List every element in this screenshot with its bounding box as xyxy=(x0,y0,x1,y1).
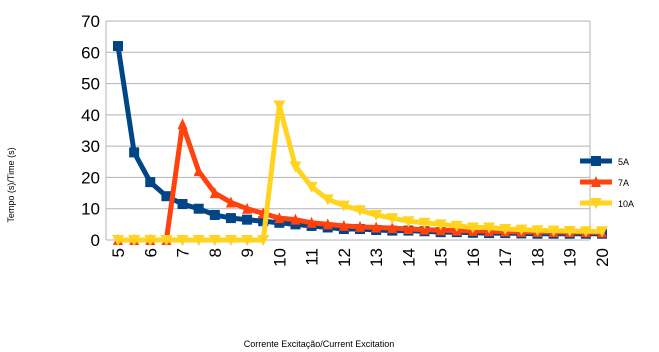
data-point-5A xyxy=(209,209,220,220)
legend-item-5A: 5A xyxy=(580,156,629,167)
legend-item-7A: 7A xyxy=(580,176,629,188)
data-point-10A xyxy=(273,100,286,112)
legend-swatch-marker xyxy=(590,198,602,209)
data-point-7A xyxy=(193,165,204,177)
data-point-10A xyxy=(515,224,528,236)
data-point-10A xyxy=(418,217,431,229)
y-tick-label: 70 xyxy=(81,12,100,31)
x-tick-label: 17 xyxy=(496,248,515,267)
x-tick-label: 19 xyxy=(561,248,580,267)
series-line-10A xyxy=(118,102,602,243)
data-point-7A xyxy=(371,221,382,233)
legend-label: 5A xyxy=(618,157,629,167)
data-point-10A xyxy=(579,226,592,238)
legend-swatch-marker xyxy=(591,156,601,166)
data-point-5A xyxy=(113,41,123,52)
x-tick-labels: 5 6 7 8 9 10 11 12 13 14 15 16 17 18 19 20 xyxy=(109,248,612,267)
data-point-10A xyxy=(466,222,479,234)
data-point-7A xyxy=(177,118,188,130)
legend-item-10A: 10A xyxy=(580,198,634,209)
data-point-7A xyxy=(225,196,236,208)
x-tick-label: 12 xyxy=(335,248,354,267)
data-point-7A xyxy=(242,202,253,214)
series-10A xyxy=(112,100,608,246)
data-point-10A xyxy=(192,235,205,246)
y-tick-label: 50 xyxy=(81,75,100,94)
x-tick-label: 16 xyxy=(464,248,483,267)
data-point-10A xyxy=(128,235,141,246)
data-point-7A xyxy=(419,223,430,235)
data-point-10A xyxy=(176,235,189,246)
data-point-7A xyxy=(209,187,220,199)
y-tick-labels: 0 10 20 30 40 50 60 70 xyxy=(81,12,100,250)
data-point-10A xyxy=(208,235,221,246)
legend-label: 7A xyxy=(618,178,629,188)
y-tick-label: 60 xyxy=(81,43,100,62)
data-point-10A xyxy=(289,161,302,173)
legend-label: 10A xyxy=(618,199,634,209)
data-point-5A xyxy=(145,177,156,188)
data-point-7A xyxy=(274,212,285,224)
data-point-5A xyxy=(161,191,172,202)
y-tick-label: 30 xyxy=(81,137,100,156)
data-point-10A xyxy=(321,194,334,206)
data-point-10A xyxy=(370,209,383,221)
data-point-10A xyxy=(354,205,366,217)
x-tick-label: 15 xyxy=(432,248,451,267)
x-tick-label: 18 xyxy=(528,248,547,267)
data-point-10A xyxy=(483,222,496,234)
data-point-10A xyxy=(402,216,415,228)
data-point-10A xyxy=(144,235,157,246)
data-point-10A xyxy=(257,235,270,246)
x-tick-label: 10 xyxy=(270,248,289,267)
x-tick-label: 14 xyxy=(399,248,418,267)
x-tick-label: 9 xyxy=(238,248,257,257)
data-point-10A xyxy=(305,181,318,193)
data-point-10A xyxy=(224,235,237,246)
x-tick-label: 5 xyxy=(109,248,128,257)
data-point-10A xyxy=(450,220,463,232)
x-tick-label: 20 xyxy=(593,248,612,267)
data-point-7A xyxy=(290,213,301,225)
x-tick-label: 13 xyxy=(367,248,386,267)
data-point-10A xyxy=(531,225,544,237)
data-point-5A xyxy=(129,147,140,158)
data-point-7A xyxy=(355,220,365,232)
x-tick-label: 11 xyxy=(303,248,322,266)
data-point-10A xyxy=(499,224,512,236)
legend-swatch-marker xyxy=(591,176,601,187)
data-point-10A xyxy=(386,213,399,225)
data-point-5A xyxy=(177,199,188,210)
data-point-5A xyxy=(242,214,253,225)
x-tick-label: 6 xyxy=(141,248,160,257)
data-point-5A xyxy=(193,203,204,214)
data-point-7A xyxy=(403,223,414,235)
y-tick-label: 20 xyxy=(81,168,100,187)
data-point-10A xyxy=(547,225,560,237)
data-point-10A xyxy=(160,235,173,246)
y-tick-label: 10 xyxy=(81,200,100,219)
data-point-5A xyxy=(225,213,236,224)
x-axis-title: Corrente Excitação/Current Excitation xyxy=(244,339,395,349)
data-point-10A xyxy=(434,219,447,231)
data-point-10A xyxy=(337,200,350,212)
y-axis-title: Tempo (s)/Time (s) xyxy=(6,147,16,222)
y-tick-label: 0 xyxy=(91,231,100,250)
data-point-7A xyxy=(306,216,317,228)
legend: 5A 7A 10A xyxy=(580,156,634,209)
x-tick-label: 8 xyxy=(206,248,225,257)
y-tick-label: 40 xyxy=(81,106,100,125)
data-point-10A xyxy=(596,226,608,238)
data-point-7A xyxy=(387,222,398,234)
data-point-7A xyxy=(322,218,333,230)
series-layer xyxy=(112,41,608,246)
data-point-7A xyxy=(338,219,349,231)
data-point-10A xyxy=(563,225,576,237)
data-point-10A xyxy=(112,235,124,246)
data-point-10A xyxy=(241,235,254,246)
x-tick-label: 7 xyxy=(174,248,193,257)
